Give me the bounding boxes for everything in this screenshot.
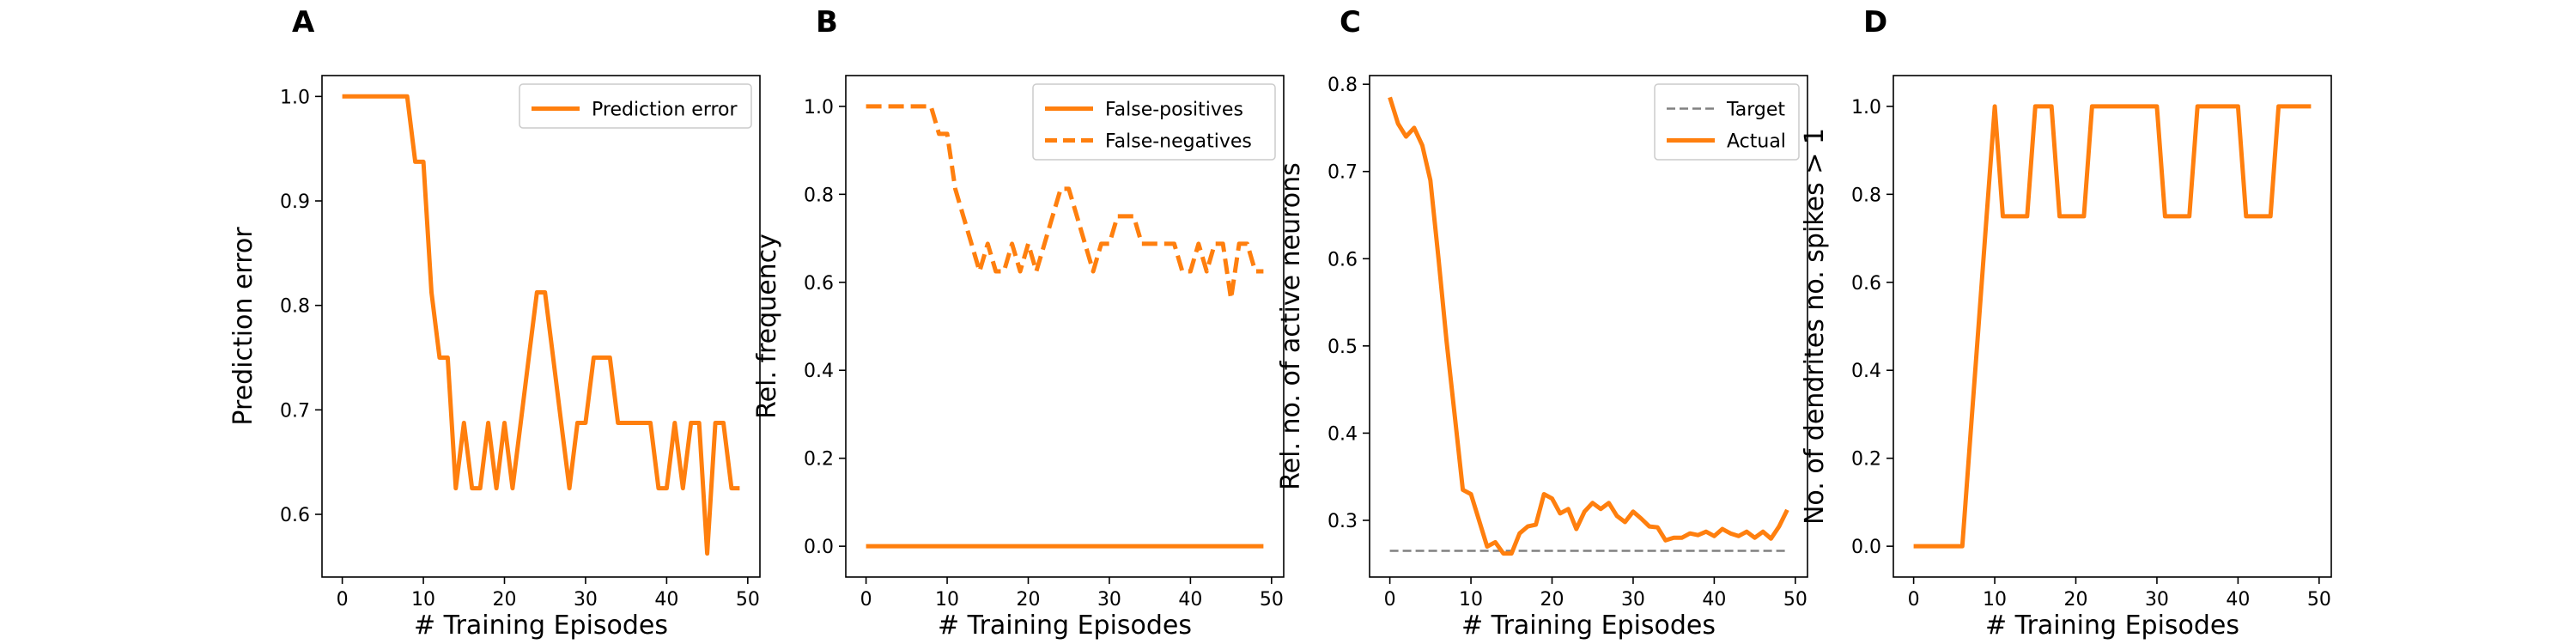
y-tick-label: 0.6 [1851, 273, 1881, 295]
y-tick-label: 0.8 [804, 185, 834, 206]
y-tick-label: 0.6 [280, 505, 310, 526]
x-tick-label: 20 [2064, 589, 2088, 611]
y-axis-label: No. of dendrites no. spikes > 1 [1800, 128, 1830, 525]
y-tick-label: 0.8 [1327, 75, 1358, 96]
panel-label: B [816, 5, 838, 39]
y-tick-label: 0.7 [280, 400, 310, 422]
y-tick-label: 0.8 [280, 296, 310, 318]
y-tick-label: 0.0 [1851, 537, 1881, 558]
y-axis-label: Rel. frequency [752, 234, 782, 419]
legend-label: Prediction error [592, 100, 738, 121]
legend-label: Actual [1727, 131, 1786, 153]
x-tick-label: 0 [1908, 589, 1920, 611]
x-tick-label: 30 [1621, 589, 1645, 611]
panel-c: C 0 10 20 30 40 50 0.3 0.4 0.5 0.6 0.7 0.8 # Training… [1276, 5, 1808, 641]
panel-a: A 0 10 20 30 40 50 0.6 0.7 0.8 0.9 1.0 # Training Ep… [228, 5, 761, 641]
x-tick-label: 20 [493, 589, 517, 611]
x-tick-label: 0 [860, 589, 872, 611]
y-tick-label: 0.4 [1327, 423, 1358, 445]
y-tick-label: 0.0 [804, 537, 834, 558]
x-tick-label: 40 [1178, 589, 1202, 611]
x-tick-label: 0 [337, 589, 349, 611]
series-line-false-negatives [866, 104, 1264, 301]
series-line-prediction-error [342, 94, 740, 556]
x-tick-label: 30 [2145, 589, 2169, 611]
y-tick-label: 0.2 [804, 449, 834, 471]
x-tick-label: 20 [1540, 589, 1564, 611]
y-tick-label: 0.7 [1327, 162, 1358, 184]
x-axis-label: # Training Episodes [414, 611, 668, 641]
panel-label: A [292, 5, 315, 39]
y-tick-label: 0.4 [804, 361, 834, 382]
x-tick-label: 10 [1983, 589, 2007, 611]
panel-b: B 0 10 20 30 40 50 0.0 0.2 0.4 0.6 0.8 1.0 # Training… [752, 5, 1285, 641]
y-axis-label: Prediction error [228, 227, 258, 426]
x-tick-label: 30 [1097, 589, 1121, 611]
y-tick-label: 0.5 [1327, 337, 1358, 358]
y-tick-label: 1.0 [280, 87, 310, 108]
x-tick-label: 10 [411, 589, 435, 611]
legend-box [519, 83, 752, 129]
x-tick-label: 50 [1783, 589, 1807, 611]
x-tick-label: 40 [654, 589, 678, 611]
x-tick-label: 30 [574, 589, 598, 611]
panel-label: C [1340, 5, 1361, 39]
panel-d: D 0 10 20 30 40 50 0.0 0.2 0.4 0.6 0.8 1.0 # Training… [1800, 5, 2332, 641]
x-tick-label: 50 [2307, 589, 2331, 611]
y-tick-label: 0.9 [280, 191, 310, 213]
x-tick-label: 10 [1459, 589, 1483, 611]
y-tick-label: 0.4 [1851, 361, 1881, 382]
x-tick-label: 40 [1702, 589, 1726, 611]
y-tick-label: 1.0 [804, 97, 834, 118]
x-tick-label: 20 [1017, 589, 1041, 611]
x-tick-label: 40 [2226, 589, 2250, 611]
legend-box [1032, 83, 1276, 161]
x-axis-label: # Training Episodes [938, 611, 1192, 641]
x-tick-label: 10 [935, 589, 959, 611]
series-line-values [1913, 104, 2312, 549]
legend-label: Target [1726, 100, 1785, 121]
y-tick-label: 0.8 [1851, 185, 1881, 206]
plot-frame [321, 75, 761, 578]
y-tick-label: 0.6 [1327, 249, 1358, 270]
y-tick-label: 0.3 [1327, 511, 1358, 532]
x-axis-label: # Training Episodes [1461, 611, 1716, 641]
plot-frame [845, 75, 1285, 578]
y-axis-label: Rel. no. of active neurons [1276, 162, 1306, 490]
x-tick-label: 50 [736, 589, 760, 611]
panel-label: D [1863, 5, 1887, 39]
legend-label: False-positives [1105, 100, 1243, 121]
y-tick-label: 0.6 [804, 273, 834, 295]
legend-label: False-negatives [1105, 131, 1252, 153]
y-tick-label: 1.0 [1851, 97, 1881, 118]
x-tick-label: 50 [1260, 589, 1284, 611]
plot-frame [1893, 75, 2332, 578]
x-tick-label: 0 [1384, 589, 1396, 611]
plot-frame [1369, 75, 1808, 578]
series-line-actual [1388, 96, 1789, 556]
y-tick-label: 0.2 [1851, 449, 1881, 471]
x-axis-label: # Training Episodes [1985, 611, 2239, 641]
